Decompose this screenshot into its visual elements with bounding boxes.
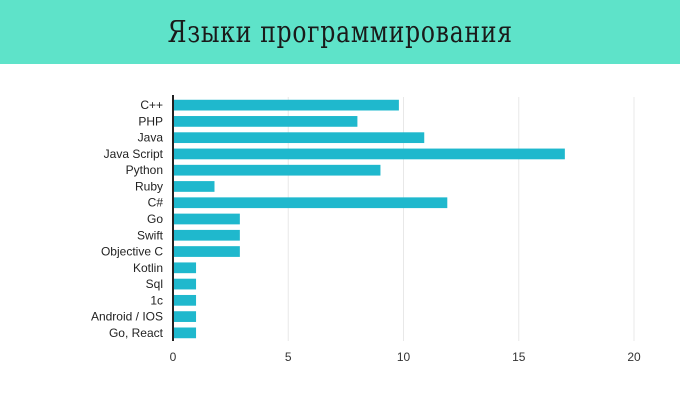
bar-9	[173, 246, 240, 257]
category-label-5: Ruby	[135, 179, 163, 193]
bar-6	[173, 197, 448, 209]
category-label-1: PHP	[138, 114, 163, 128]
x-axis-tick-labels: 0 5 10 15 20	[170, 350, 641, 364]
bar-12	[173, 294, 197, 306]
category-label-3: Java Script	[104, 147, 164, 161]
category-label-9: Objective C	[101, 245, 163, 259]
x-tick-label-1: 5	[285, 350, 292, 364]
bar-14	[173, 327, 197, 339]
category-label-8: Swift	[137, 228, 164, 242]
bar-11	[173, 278, 197, 290]
category-label-12: 1c	[150, 293, 163, 307]
category-label-7: Go	[147, 212, 163, 226]
category-label-14: Go, React	[109, 326, 164, 340]
category-label-6: C#	[148, 196, 164, 210]
bar-0	[173, 99, 399, 111]
bar-13	[173, 311, 197, 322]
chart-header: Языки программирования	[0, 0, 680, 64]
bars	[173, 99, 565, 339]
category-labels: C++ PHP Java Java Script Python Ruby C# Go Swift…	[91, 98, 164, 340]
bar-chart: C++ PHP Java Java Script Python Ruby C# Go Swift…	[91, 95, 641, 364]
bar-2	[173, 132, 425, 144]
chart-title: Языки программирования	[167, 14, 513, 50]
bar-5	[173, 181, 215, 192]
category-label-10: Kotlin	[133, 261, 163, 275]
x-tick-label-4: 20	[627, 350, 641, 364]
category-label-13: Android / IOS	[91, 310, 163, 324]
bar-8	[173, 229, 240, 241]
x-tick-label-0: 0	[170, 350, 177, 364]
bar-10	[173, 262, 197, 274]
x-tick-label-3: 15	[512, 350, 526, 364]
category-label-4: Python	[126, 163, 163, 177]
category-label-11: Sql	[146, 277, 163, 291]
bar-4	[173, 164, 381, 176]
category-label-2: Java	[138, 131, 164, 145]
bar-1	[173, 116, 358, 127]
category-label-0: C++	[140, 98, 163, 112]
bar-3	[173, 148, 565, 160]
x-tick-label-2: 10	[397, 350, 411, 364]
bar-7	[173, 213, 240, 225]
